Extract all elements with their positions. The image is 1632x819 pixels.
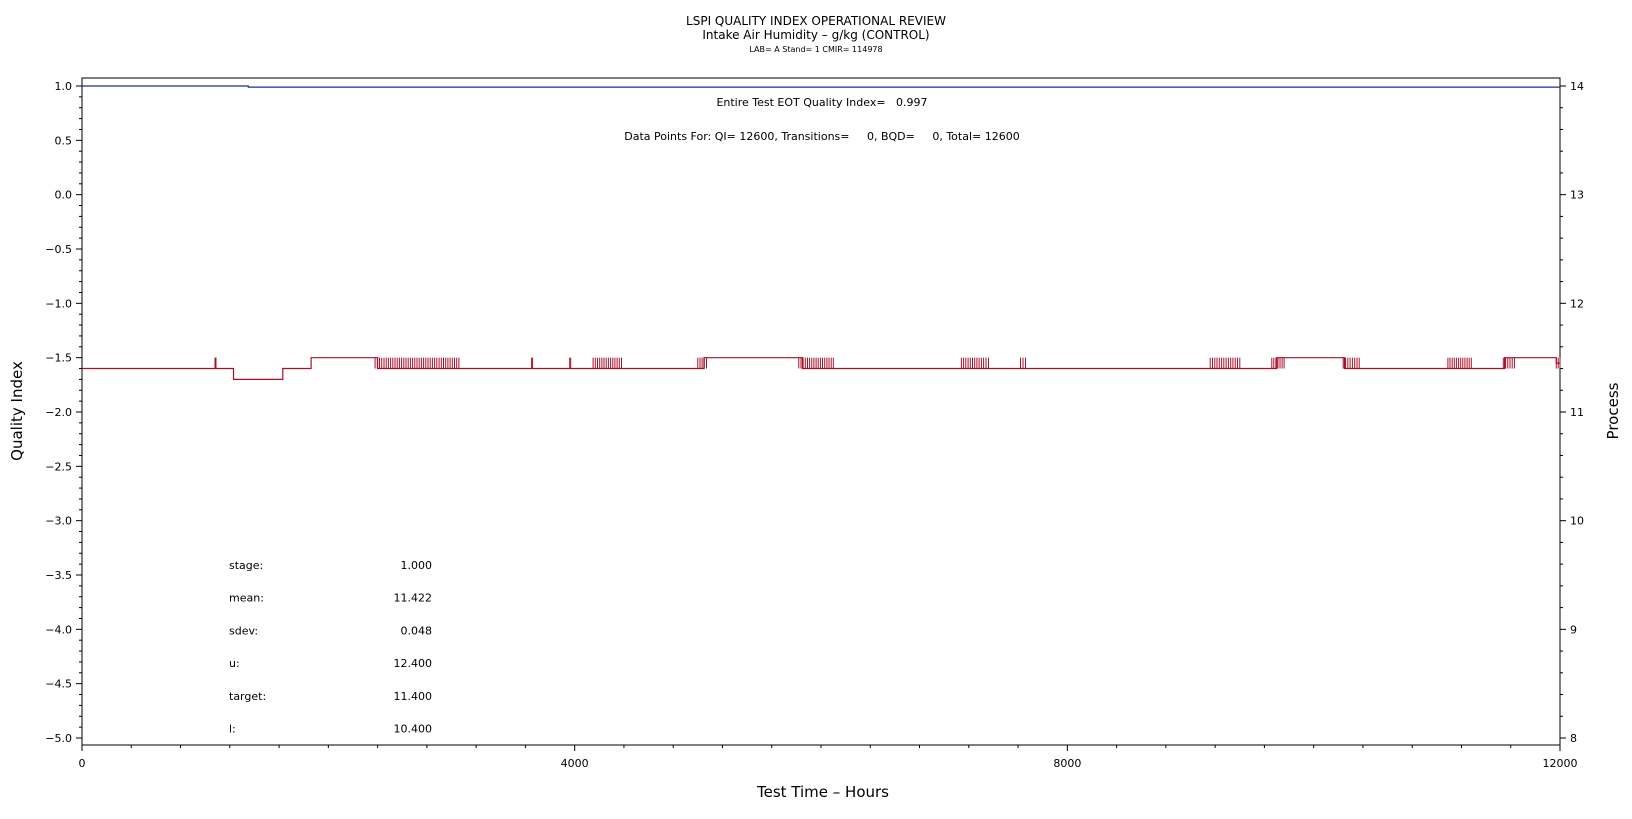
chart-subtitle-ids: LAB= A Stand= 1 CMIR= 114978 [749,45,882,54]
right-tick-labels: 14 13 12 11 10 9 8 [1570,80,1584,745]
process-oscillation [960,357,985,369]
y-right-tick-label: 11 [1570,406,1584,419]
stat-label: u: [229,657,240,670]
y-right-tick-label: 13 [1570,189,1584,202]
process-oscillation [1502,357,1515,369]
eot-quality-index-text: Entire Test EOT Quality Index= 0.997 [716,96,927,109]
y-right-tick-label: 10 [1570,515,1584,528]
stat-label: target: [229,690,266,703]
stat-label: stage: [229,559,263,572]
stats-block: stage: 1.000 mean: 11.422 sdev: 0.048 u: 12.400… [229,559,432,736]
process-oscillation [569,357,572,369]
process-oscillation [531,357,534,369]
y-axis-left-title: Quality Index [8,361,26,461]
tick-marks [76,85,1566,751]
process-oscillation [1020,357,1026,369]
stat-value: 10.400 [394,723,433,736]
process-oscillation [1555,357,1561,369]
left-tick-labels: 1.0 0.5 0.0 −0.5 −1.0 −1.5 −2.0 −2.5 −3.0 −3.5 −4.… [45,80,72,745]
x-tick-label: 0 [79,757,86,770]
stat-value: 0.048 [401,624,433,637]
process-oscillation [1342,357,1360,369]
y-axis-right-title: Process [1604,382,1622,439]
stat-value: 12.400 [394,657,433,670]
x-tick-label: 8000 [1053,757,1081,770]
y-left-tick-label: −4.5 [45,678,72,691]
y-left-tick-label: −1.5 [45,352,72,365]
y-right-tick-label: 8 [1570,732,1577,745]
stat-label: l: [229,723,236,736]
x-axis-title: Test Time – Hours [756,783,889,801]
y-left-tick-label: −1.0 [45,297,72,310]
process-oscillation [697,357,707,369]
quality-index-line [82,85,1560,88]
stat-label: sdev: [229,624,258,637]
data-points-text: Data Points For: QI= 12600, Transitions=… [624,130,1019,143]
y-right-tick-label: 12 [1570,297,1584,310]
chart-title: LSPI QUALITY INDEX OPERATIONAL REVIEW [686,14,946,28]
process-oscillation [214,357,217,369]
y-left-tick-label: 0.5 [55,134,73,147]
process-step-line [82,357,1560,380]
chart-subtitle: Intake Air Humidity – g/kg (CONTROL) [702,28,929,42]
series-group [82,85,1561,380]
process-oscillation [798,357,834,369]
y-left-tick-label: 0.0 [55,189,73,202]
y-right-tick-label: 14 [1570,80,1584,93]
plot-frame [81,77,1561,746]
stat-label: mean: [229,592,264,605]
process-oscillation [374,357,460,369]
y-right-tick-label: 9 [1570,623,1577,636]
process-oscillation [1209,357,1241,369]
stat-value: 1.000 [401,559,433,572]
stat-value: 11.422 [394,592,433,605]
process-oscillation [592,357,622,369]
y-left-tick-label: −3.0 [45,515,72,528]
process-oscillation [985,357,989,369]
y-left-tick-label: 1.0 [55,80,73,93]
y-left-tick-label: −2.5 [45,460,72,473]
process-oscillation [1447,357,1472,369]
y-left-tick-label: −4.0 [45,623,72,636]
x-tick-labels: 0 4000 8000 12000 [79,757,1578,770]
process-oscillation [1271,357,1285,369]
x-tick-label: 4000 [561,757,589,770]
stat-value: 11.400 [394,690,433,703]
y-left-tick-label: −0.5 [45,243,72,256]
y-left-tick-label: −3.5 [45,569,72,582]
x-tick-label: 12000 [1543,757,1578,770]
y-left-tick-label: −5.0 [45,732,72,745]
y-left-tick-label: −2.0 [45,406,72,419]
